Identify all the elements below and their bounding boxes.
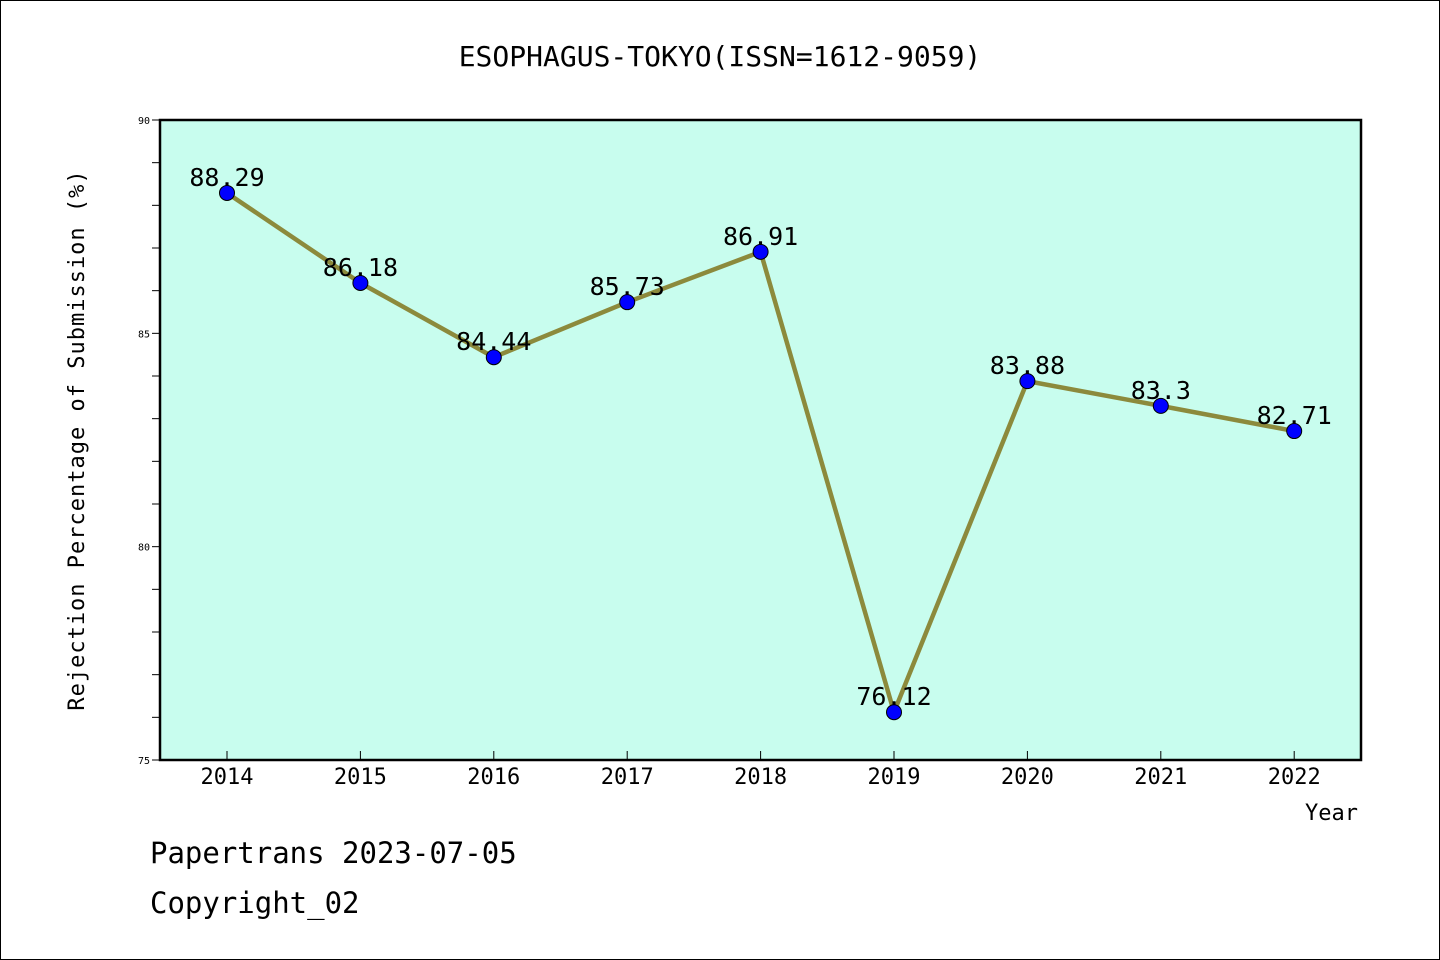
x-tick-label: 2016 [467,765,520,790]
data-point [886,704,902,721]
x-tick-label: 2017 [601,765,654,790]
data-label: 83.3 [1131,376,1191,405]
data-label: 86.18 [323,253,398,282]
data-point [352,274,369,291]
data-point [485,349,502,366]
data-label: 86.91 [723,222,798,251]
plot-area [158,118,1363,762]
x-tick-label: 2020 [1001,765,1054,790]
x-tick-label: 2021 [1134,765,1187,790]
y-tick-label: 80 [138,543,150,554]
data-label: 76.12 [856,682,931,711]
data-label: 82.71 [1257,401,1332,430]
x-tick-label: 2015 [334,765,387,790]
series-markers [219,184,1303,721]
y-axis-label: Rejection Percentage of Submission (%) [65,169,90,710]
footer-date: Papertrans 2023-07-05 [150,836,517,870]
data-point [619,294,636,311]
chart-title: ESOPHAGUS-TOKYO(ISSN=1612-9059) [459,40,982,73]
data-label: 84.44 [456,327,531,356]
data-label: 83.88 [990,351,1065,380]
y-axis: 75 80 85 90 [138,116,160,767]
x-tick-label: 2014 [201,765,254,790]
data-labels: 88.29 86.18 84.44 85.73 86.91 76.12 83.88 83.3 8… [189,163,1331,711]
data-point [1152,397,1169,414]
x-axis-label: Year [1305,801,1358,826]
x-tick-label: 2022 [1268,765,1321,790]
data-label: 88.29 [189,163,264,192]
data-point [752,243,769,260]
y-tick-label: 85 [138,329,150,340]
x-axis: 2014 2015 2016 2017 2018 2019 2020 2021 2022 [201,751,1321,790]
y-tick-label: 75 [138,756,150,767]
x-tick-label: 2019 [868,765,921,790]
data-label: 85.73 [590,272,665,301]
y-tick-label: 90 [138,116,150,127]
x-tick-label: 2018 [734,765,787,790]
footer-copyright: Copyright_02 [150,886,360,920]
data-point [219,184,235,201]
data-point [1286,423,1303,440]
data-point [1019,373,1036,390]
